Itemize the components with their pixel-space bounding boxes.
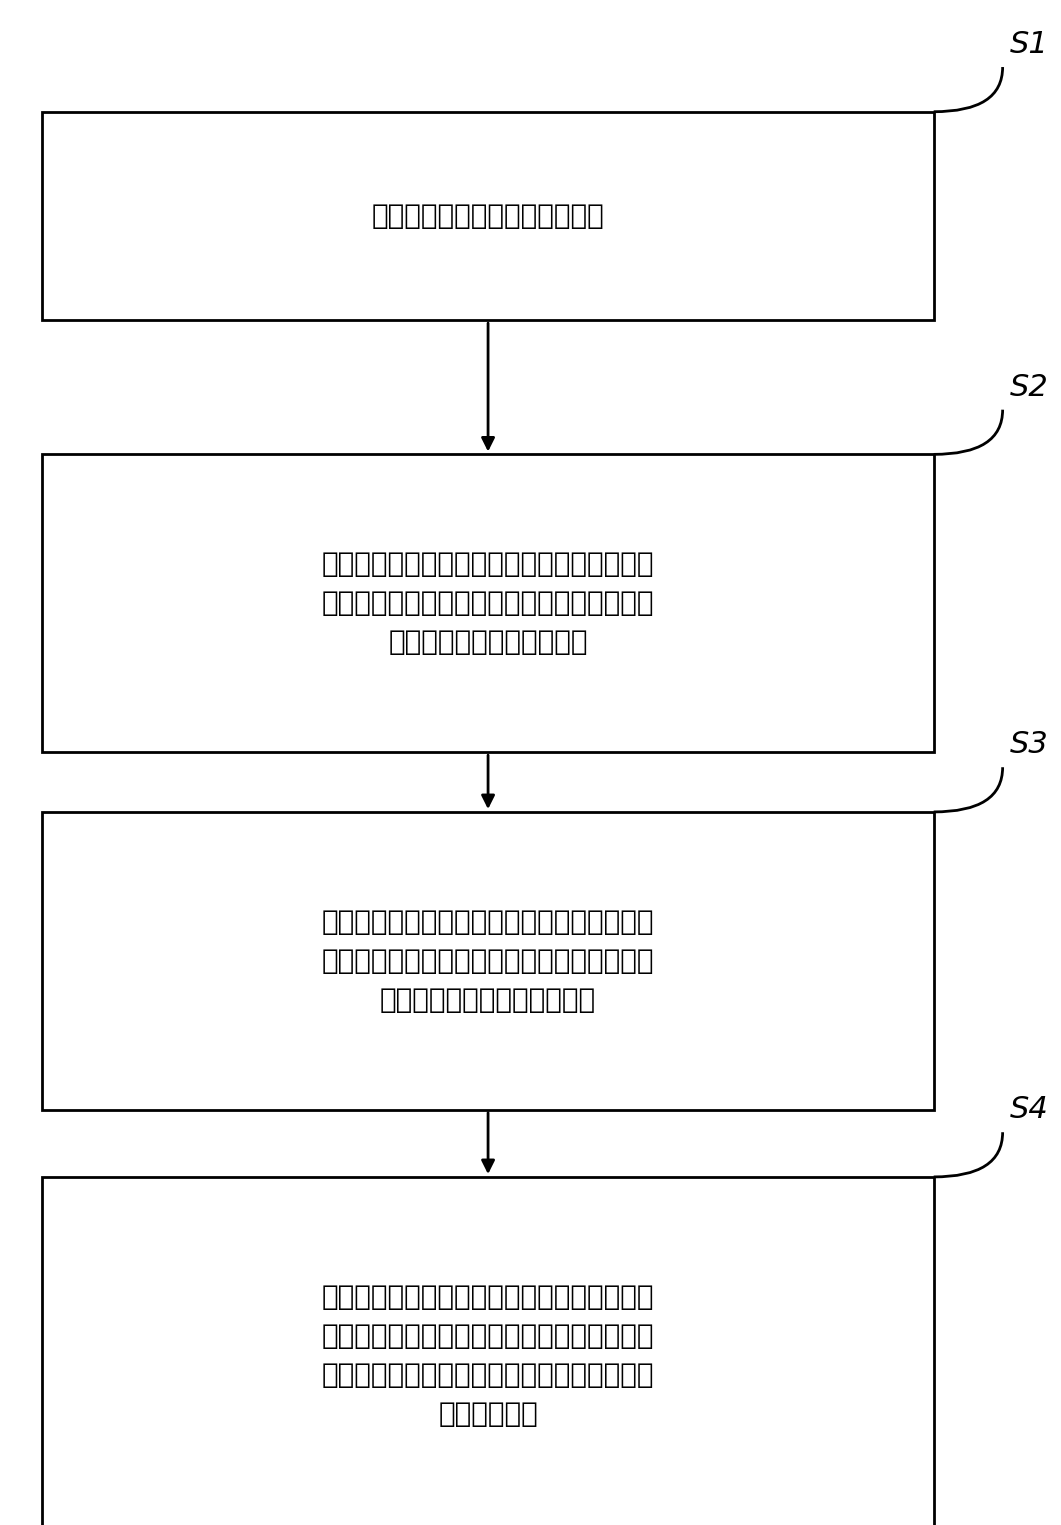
Text: 根据外部提供的读取请求，确定需要读取的通
道，从所述数据存储模块的独立区域中读取外
部请求通道的数据，并对该通道的读取状态进
行状态标示。: 根据外部提供的读取请求，确定需要读取的通 道，从所述数据存储模块的独立区域中读取… xyxy=(321,1283,655,1429)
Text: 对每个通道输入的数据分别进行拼接，并且当
所拼接数据达到预定数量后，对拼接后获得的
数据分别按通道进行寄存。: 对每个通道输入的数据分别进行拼接，并且当 所拼接数据达到预定数量后，对拼接后获得… xyxy=(321,551,655,656)
Text: S3: S3 xyxy=(1010,730,1048,759)
FancyBboxPatch shape xyxy=(42,1177,934,1525)
FancyBboxPatch shape xyxy=(42,111,934,320)
Text: S1: S1 xyxy=(1010,30,1048,59)
FancyBboxPatch shape xyxy=(42,811,934,1110)
Text: 将每个通道所拼接并寄存的数据分别写入该通
道所对应数据存储模块的独立区域，并对该通
道的写入状态进行状态标示。: 将每个通道所拼接并寄存的数据分别写入该通 道所对应数据存储模块的独立区域，并对该… xyxy=(321,907,655,1014)
Text: S2: S2 xyxy=(1010,372,1048,403)
FancyBboxPatch shape xyxy=(42,454,934,752)
Text: S4: S4 xyxy=(1010,1095,1048,1124)
Text: 从多个通道同时接收多路数据。: 从多个通道同时接收多路数据。 xyxy=(371,201,605,230)
